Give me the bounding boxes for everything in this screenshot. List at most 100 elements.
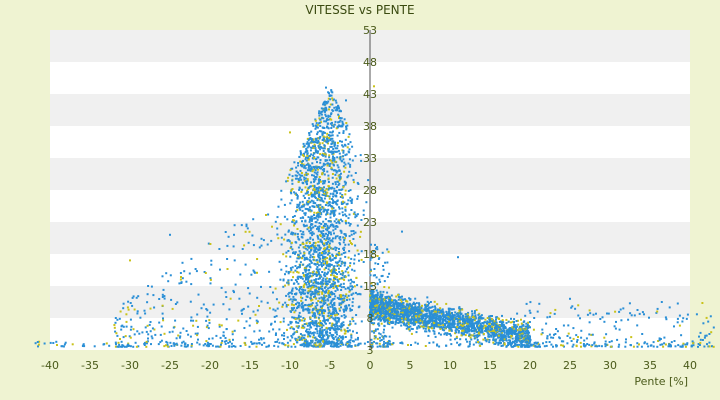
- data-point: [185, 345, 188, 348]
- data-point: [382, 290, 385, 293]
- data-point: [503, 326, 506, 329]
- data-point: [301, 297, 304, 300]
- data-point: [322, 316, 325, 319]
- data-point: [312, 145, 315, 148]
- data-point: [318, 313, 321, 316]
- data-point: [472, 323, 475, 326]
- data-point: [319, 159, 322, 161]
- data-point: [306, 157, 309, 159]
- data-point: [312, 200, 315, 203]
- data-point: [314, 336, 317, 339]
- data-point: [318, 333, 321, 336]
- data-point: [330, 233, 333, 236]
- data-point: [219, 345, 222, 348]
- data-point: [312, 195, 315, 198]
- data-point: [356, 338, 359, 341]
- data-point: [354, 231, 357, 234]
- data-point: [195, 319, 198, 322]
- data-point: [420, 309, 423, 312]
- data-point: [115, 332, 118, 335]
- data-point: [313, 296, 316, 298]
- data-point: [328, 159, 331, 162]
- data-point: [308, 259, 311, 262]
- data-point: [251, 234, 254, 237]
- data-point: [228, 338, 231, 341]
- data-point: [323, 296, 326, 299]
- data-point: [209, 311, 212, 314]
- data-point: [422, 325, 425, 328]
- data-point: [449, 333, 451, 336]
- data-point: [336, 262, 339, 265]
- data-point: [352, 178, 355, 181]
- data-point: [344, 154, 347, 157]
- data-point: [325, 140, 327, 143]
- data-point: [400, 301, 403, 304]
- data-point: [408, 326, 410, 329]
- data-point: [170, 298, 173, 301]
- data-point: [418, 326, 421, 329]
- data-point: [311, 223, 314, 226]
- data-point: [322, 147, 325, 150]
- data-point: [323, 334, 326, 337]
- data-point: [179, 335, 182, 338]
- data-point: [209, 282, 212, 285]
- data-point: [492, 324, 495, 327]
- data-point: [508, 339, 511, 342]
- data-point: [313, 256, 316, 259]
- data-point: [397, 322, 400, 324]
- data-point: [392, 317, 395, 320]
- data-point: [401, 310, 403, 313]
- data-point: [181, 277, 184, 280]
- data-point: [313, 193, 316, 196]
- data-point: [305, 328, 308, 331]
- data-point: [296, 276, 299, 279]
- data-point: [479, 330, 482, 333]
- data-point: [332, 265, 335, 268]
- data-point: [322, 229, 325, 232]
- data-point: [310, 294, 313, 297]
- data-point: [122, 336, 125, 339]
- data-point: [348, 224, 351, 227]
- data-point: [343, 170, 346, 173]
- data-point: [311, 315, 314, 317]
- data-point: [307, 163, 310, 166]
- data-point: [212, 303, 215, 306]
- data-point: [316, 311, 319, 313]
- data-point: [481, 322, 484, 324]
- data-point: [349, 196, 352, 199]
- data-point: [315, 285, 318, 288]
- data-point: [490, 328, 493, 331]
- data-point: [407, 304, 410, 307]
- data-point: [332, 192, 335, 195]
- data-point: [391, 308, 394, 311]
- data-point: [303, 252, 306, 255]
- data-point: [336, 125, 339, 128]
- data-point: [320, 344, 323, 347]
- data-point: [402, 303, 405, 306]
- data-point: [245, 225, 248, 228]
- data-point: [470, 320, 473, 323]
- data-point: [274, 334, 277, 336]
- data-point: [332, 169, 335, 172]
- data-point: [318, 180, 321, 183]
- data-point: [348, 329, 351, 332]
- data-point: [417, 319, 420, 322]
- data-point: [310, 286, 313, 289]
- data-point: [296, 209, 299, 212]
- data-point: [311, 193, 313, 196]
- data-point: [289, 291, 292, 294]
- data-point: [374, 296, 377, 299]
- data-point: [328, 309, 331, 312]
- data-point: [331, 292, 334, 294]
- data-point: [334, 150, 337, 153]
- data-point: [450, 329, 453, 332]
- data-point: [431, 310, 434, 313]
- data-point: [319, 180, 322, 183]
- data-point: [331, 103, 334, 106]
- data-point: [487, 333, 490, 336]
- data-point: [345, 234, 347, 237]
- data-point: [318, 297, 321, 300]
- data-point: [293, 298, 296, 301]
- data-point: [330, 274, 332, 277]
- data-point: [347, 287, 350, 290]
